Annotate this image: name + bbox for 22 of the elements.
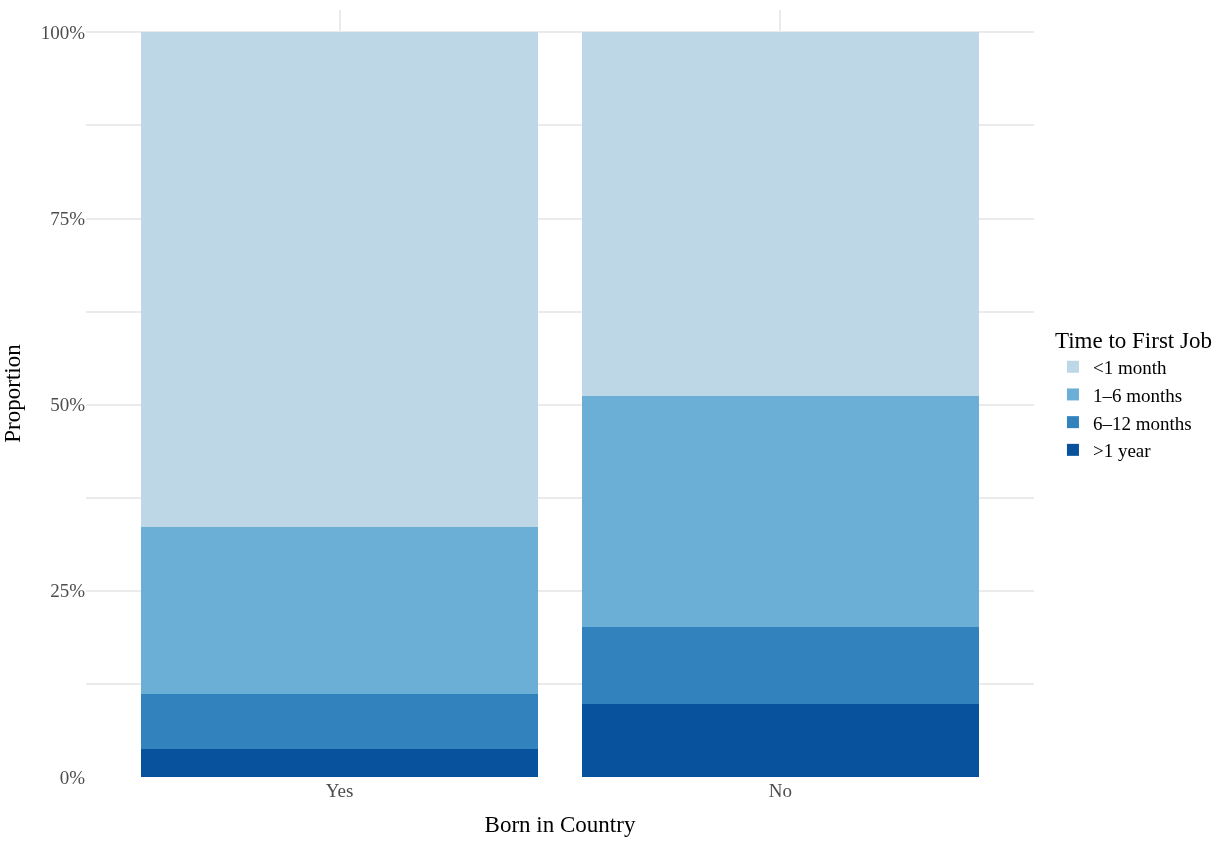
legend-title: Time to First Job	[1054, 327, 1212, 353]
bar	[582, 32, 979, 397]
y-tick-label: 25%	[50, 580, 86, 602]
bar	[582, 627, 979, 705]
bar	[141, 749, 538, 777]
x-tick-label: No	[768, 780, 793, 801]
legend-label: 6–12 months	[1092, 412, 1192, 434]
bar	[141, 693, 538, 750]
bar	[582, 396, 979, 628]
x-axis-title: Born in Country	[484, 811, 636, 837]
y-tick-label: 100%	[40, 21, 86, 43]
legend-label: >1 year	[1092, 440, 1152, 462]
y-tick-label: 0%	[59, 766, 86, 788]
x-tick-label: Yes	[325, 780, 354, 801]
bar	[141, 526, 538, 694]
y-axis-title: Proportion	[0, 343, 25, 443]
y-tick-label: 50%	[50, 394, 86, 416]
bar	[141, 32, 538, 527]
legend-label: 1–6 months	[1092, 384, 1183, 406]
y-tick-label: 75%	[50, 208, 86, 230]
bar	[582, 704, 979, 777]
legend-label: <1 month	[1092, 357, 1167, 379]
